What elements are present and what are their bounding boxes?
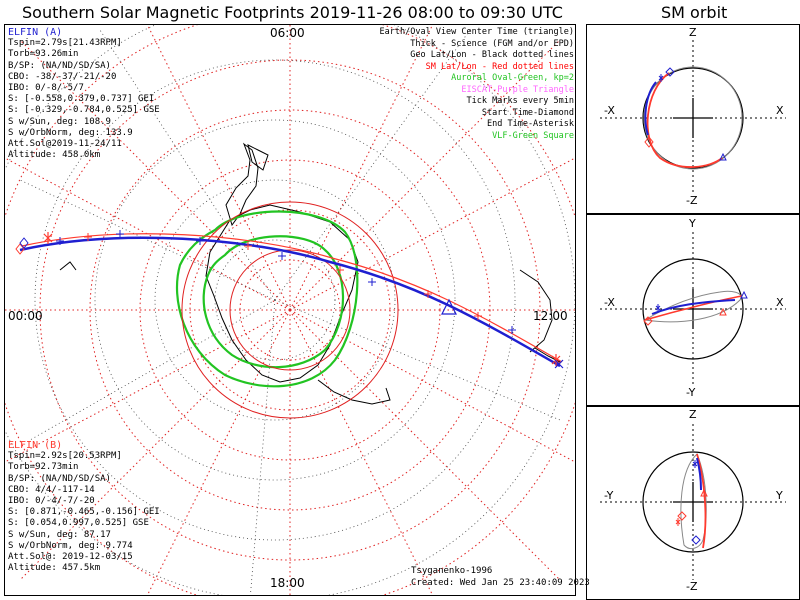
elfin-a-name: ELFIN (A) <box>8 27 63 38</box>
panel2-top-label: Y <box>689 217 696 230</box>
legend-item: Thick - Science (FGM and/or EPD) <box>410 38 574 49</box>
auroral-ovals <box>175 210 359 388</box>
legend-item: Start Time-Diamond <box>481 107 574 118</box>
orbit-panel-1-graphics <box>600 40 786 193</box>
panel3-bottom-label: -Z <box>686 580 698 593</box>
legend-item: Auroral Oval-Green, kp=2 <box>451 73 574 83</box>
legend-item: Earth/Oval View Center Time (triangle) <box>379 27 574 37</box>
hour-label-left: 00:00 <box>8 309 43 323</box>
orbit-panel-2-graphics <box>600 232 786 386</box>
elfin-b-line: Att.Sol@: 2019-12-03/15 <box>8 552 133 563</box>
panel2-bottom-label: -Y <box>686 386 696 399</box>
elfin-a-line: Tspin=2.79s[21.43RPM] <box>8 38 122 49</box>
legend-item: SM Lat/Lon - Red dotted lines <box>425 61 574 72</box>
elfin-b-line: CBO: 4/4/-117-14 <box>8 484 95 495</box>
elfin-b-line: Torb=92.73min <box>8 462 79 473</box>
elfin-b-line: Altitude: 457.5km <box>8 563 101 574</box>
elfin-b-line: S: [0.054,0.997,0.525] GSE <box>8 518 149 529</box>
elfin-b-name: ELFIN (B) <box>8 440 63 451</box>
panel1-left-label: -X <box>604 104 615 117</box>
legend-item: EISCAT-Purple Triangle <box>461 84 574 95</box>
start-diamond-icon <box>15 243 25 255</box>
elfin-a-line: Altitude: 458.0km <box>8 150 101 161</box>
elfin-a-info: ELFIN (A) Tspin=2.79s[21.43RPM] Torb=93.… <box>8 27 160 161</box>
panel2-left-label: -X <box>604 296 615 309</box>
model-label: Tsyganenko-1996 <box>411 566 493 576</box>
start-diamond-icon <box>19 237 29 249</box>
orbit-title: SM orbit <box>661 3 728 22</box>
hour-label-right: 12:00 <box>533 309 568 323</box>
elfin-b-line: S w/Sun, deg: 87.17 <box>8 529 111 540</box>
legend-item: Geo Lat/Lon - Black dotted lines <box>410 50 574 60</box>
sm-60deg-circle <box>181 201 399 419</box>
elfin-b-line: S w/OrbNorm, deg: 9.774 <box>8 540 133 551</box>
panel1-right-label: X <box>776 104 784 117</box>
panel3-right-label: Y <box>776 489 783 502</box>
legend-item: End Time-Asterisk <box>487 119 574 129</box>
elfin-b-line: B/SP: (NA/ND/SD/SA) <box>8 473 111 484</box>
elfin-b-line: Tspin=2.92s[20.53RPM] <box>8 451 122 462</box>
elfin-b-line: S: [0.871,-0.465,-0.156] GEI <box>8 507 160 518</box>
view-center-triangle-icon <box>441 298 457 315</box>
elfin-a-track <box>19 236 561 368</box>
elfin-a-line: Torb=93.26min <box>8 49 79 60</box>
end-asterisk-icon <box>43 232 561 366</box>
elfin-b-info: ELFIN (B) Tspin=2.92s[20.53RPM] Torb=92.… <box>8 440 160 574</box>
elfin-a-ticks <box>56 230 516 334</box>
elfin-a-line: CBO: -38/-37/-21/-20 <box>8 71 117 82</box>
elfin-a-line: S: [-0.329,-0.784,0.525] GSE <box>8 105 160 116</box>
elfin-a-line: Att.Sol@2019-11-24/11 <box>8 139 122 150</box>
footprint-map-frame <box>4 24 576 596</box>
elfin-b-line: IBO: 0/-4/-7/-20 <box>8 496 95 507</box>
legend-item: Tick Marks every 5min <box>466 96 574 106</box>
panel3-left-label: -Y <box>604 489 614 502</box>
orbit-panel-3-graphics <box>600 424 786 580</box>
panel1-bottom-label: -Z <box>686 194 698 207</box>
created-label: Created: Wed Jan 25 23:40:09 2023 <box>411 578 590 588</box>
hour-label-top: 06:00 <box>270 26 305 40</box>
end-asterisk-icon <box>554 359 564 369</box>
elfin-a-line: IBO: 0/-8/-5/7 <box>8 83 84 94</box>
legend: Earth/Oval View Center Time (triangle) T… <box>380 27 574 142</box>
panel2-right-label: X <box>776 296 784 309</box>
legend-item: VLF-Green Square <box>492 130 574 141</box>
page-title: Southern Solar Magnetic Footprints 2019-… <box>22 3 563 22</box>
elfin-b-ticks <box>84 233 482 320</box>
elfin-a-line: B/SP: (NA/ND/SD/SA) <box>8 60 111 71</box>
panel1-top-label: Z <box>689 26 697 39</box>
elfin-a-line: S: [-0.558,0.379,0.737] GEI <box>8 94 155 105</box>
hour-label-bottom: 18:00 <box>270 576 305 590</box>
panel3-top-label: Z <box>689 408 697 421</box>
elfin-a-line: S w/OrbNorm, deg: 133.9 <box>8 127 133 138</box>
elfin-a-line: S w/Sun, deg: 108.9 <box>8 116 111 127</box>
polar-cap-circle <box>229 249 351 371</box>
